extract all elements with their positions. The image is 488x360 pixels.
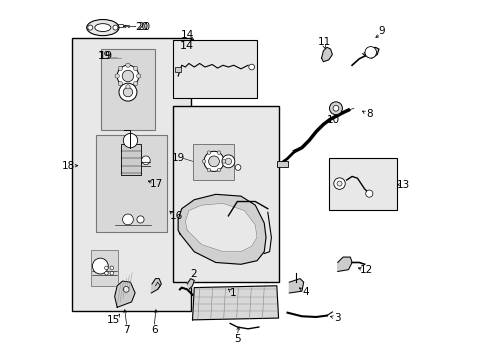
Circle shape [202, 159, 205, 163]
Bar [328, 158, 396, 211]
Circle shape [123, 287, 129, 292]
Text: 18: 18 [62, 161, 75, 171]
Circle shape [217, 168, 221, 172]
Circle shape [217, 151, 221, 154]
Text: 20: 20 [137, 22, 150, 32]
Bar [174, 67, 181, 72]
Circle shape [122, 70, 133, 82]
Bar [101, 49, 155, 130]
Circle shape [104, 271, 108, 275]
Polygon shape [289, 279, 303, 293]
Circle shape [119, 83, 137, 101]
Circle shape [235, 165, 241, 170]
Circle shape [123, 87, 132, 97]
Circle shape [115, 74, 119, 78]
Text: 17: 17 [150, 179, 163, 189]
Circle shape [136, 74, 141, 78]
Polygon shape [151, 279, 161, 293]
Circle shape [92, 258, 108, 274]
Circle shape [104, 266, 108, 270]
Circle shape [222, 159, 225, 163]
Circle shape [208, 156, 219, 167]
Circle shape [110, 271, 113, 275]
Circle shape [332, 105, 338, 111]
Ellipse shape [86, 19, 119, 36]
Circle shape [336, 181, 341, 186]
Bar [277, 161, 287, 167]
Circle shape [118, 66, 122, 71]
Circle shape [207, 151, 210, 154]
Circle shape [113, 25, 118, 30]
Text: 8: 8 [365, 109, 372, 120]
Text: 10: 10 [326, 115, 339, 125]
Polygon shape [115, 281, 135, 307]
Circle shape [248, 64, 254, 70]
Circle shape [133, 81, 138, 86]
Ellipse shape [95, 24, 111, 32]
Polygon shape [185, 203, 257, 252]
Bar [172, 40, 257, 98]
Circle shape [122, 214, 133, 225]
Text: 9: 9 [377, 26, 384, 36]
Text: 16: 16 [169, 211, 183, 221]
Text: 20: 20 [136, 22, 148, 32]
Circle shape [207, 168, 210, 172]
Circle shape [365, 190, 372, 197]
Text: 3: 3 [333, 313, 340, 323]
Bar [72, 39, 190, 311]
Polygon shape [187, 279, 194, 289]
Text: 15: 15 [107, 315, 120, 325]
Text: 19: 19 [99, 51, 113, 61]
Circle shape [88, 25, 93, 30]
Text: 1: 1 [229, 288, 236, 298]
Circle shape [123, 134, 137, 148]
Text: 5: 5 [234, 333, 240, 343]
Circle shape [329, 102, 342, 115]
Bar [91, 250, 118, 286]
Text: 11: 11 [317, 37, 330, 47]
Circle shape [142, 156, 150, 165]
Text: 14: 14 [180, 30, 193, 40]
Text: 6: 6 [150, 325, 157, 335]
Circle shape [118, 81, 122, 86]
Text: 19: 19 [98, 51, 111, 61]
Circle shape [333, 178, 345, 189]
Circle shape [125, 63, 130, 67]
Bar [192, 144, 234, 180]
Text: 7: 7 [123, 325, 130, 335]
Circle shape [110, 266, 113, 270]
Circle shape [133, 66, 138, 71]
Circle shape [117, 65, 139, 87]
Text: 14: 14 [180, 41, 194, 50]
Bar [96, 135, 167, 232]
Text: 13: 13 [396, 180, 409, 190]
Circle shape [224, 158, 231, 165]
Text: 19: 19 [171, 153, 184, 163]
Circle shape [222, 155, 234, 168]
Circle shape [125, 85, 130, 89]
Polygon shape [321, 47, 332, 62]
Polygon shape [178, 194, 265, 264]
Text: 4: 4 [302, 287, 308, 297]
Polygon shape [362, 47, 378, 58]
Polygon shape [337, 257, 351, 271]
Bar [172, 107, 278, 282]
Bar [121, 144, 140, 175]
Circle shape [137, 216, 144, 223]
Text: 12: 12 [359, 265, 372, 275]
Polygon shape [192, 286, 278, 320]
Circle shape [203, 151, 224, 171]
Text: 2: 2 [190, 269, 197, 279]
Circle shape [364, 46, 376, 58]
